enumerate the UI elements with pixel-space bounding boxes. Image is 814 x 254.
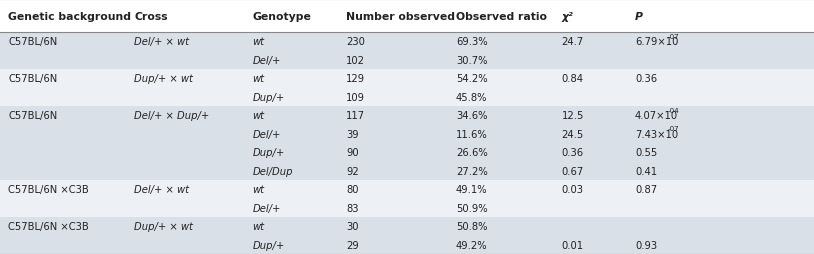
- Text: 4.07×10: 4.07×10: [635, 111, 678, 121]
- Text: 80: 80: [346, 185, 358, 195]
- Bar: [0, 144, 814, 162]
- Text: C57BL/6N: C57BL/6N: [8, 37, 58, 47]
- Text: 30.7%: 30.7%: [456, 56, 488, 66]
- Bar: [0, 0, 814, 33]
- Text: χ²: χ²: [562, 11, 573, 22]
- Text: 26.6%: 26.6%: [456, 148, 488, 158]
- Text: C57BL/6N: C57BL/6N: [8, 111, 58, 121]
- Bar: [0, 199, 814, 217]
- Text: Genetic background: Genetic background: [8, 11, 131, 22]
- Text: 0.93: 0.93: [635, 240, 657, 250]
- Text: 0.36: 0.36: [562, 148, 584, 158]
- Text: 49.2%: 49.2%: [456, 240, 488, 250]
- Text: -07: -07: [668, 126, 680, 132]
- Text: wt: wt: [252, 74, 265, 84]
- Text: 92: 92: [346, 166, 359, 176]
- Text: Number observed: Number observed: [346, 11, 455, 22]
- Text: 0.01: 0.01: [562, 240, 584, 250]
- Bar: [0, 125, 814, 144]
- Text: 0.84: 0.84: [562, 74, 584, 84]
- Text: 0.03: 0.03: [562, 185, 584, 195]
- Text: 54.2%: 54.2%: [456, 74, 488, 84]
- Text: 12.5: 12.5: [562, 111, 584, 121]
- Text: 29: 29: [346, 240, 359, 250]
- Text: 102: 102: [346, 56, 365, 66]
- Text: 30: 30: [346, 221, 358, 231]
- Text: 34.6%: 34.6%: [456, 111, 488, 121]
- Text: 39: 39: [346, 129, 359, 139]
- Text: 117: 117: [346, 111, 365, 121]
- Text: Del/+: Del/+: [252, 203, 281, 213]
- Text: 50.8%: 50.8%: [456, 221, 488, 231]
- Bar: [0, 88, 814, 107]
- Text: 109: 109: [346, 92, 365, 102]
- Text: 0.67: 0.67: [562, 166, 584, 176]
- Text: 6.79×10: 6.79×10: [635, 37, 678, 47]
- Text: Observed ratio: Observed ratio: [456, 11, 547, 22]
- Text: 24.5: 24.5: [562, 129, 584, 139]
- Text: Del/+ × Dup/+: Del/+ × Dup/+: [134, 111, 209, 121]
- Text: Del/Dup: Del/Dup: [252, 166, 293, 176]
- Text: 49.1%: 49.1%: [456, 185, 488, 195]
- Text: 0.41: 0.41: [635, 166, 657, 176]
- Text: 45.8%: 45.8%: [456, 92, 488, 102]
- Text: Cross: Cross: [134, 11, 168, 22]
- Text: 0.36: 0.36: [635, 74, 657, 84]
- Text: wt: wt: [252, 185, 265, 195]
- Text: 27.2%: 27.2%: [456, 166, 488, 176]
- Text: 7.43×10: 7.43×10: [635, 129, 678, 139]
- Text: Dup/+: Dup/+: [252, 148, 285, 158]
- Bar: [0, 235, 814, 254]
- Text: 230: 230: [346, 37, 365, 47]
- Bar: [0, 217, 814, 236]
- Text: 24.7: 24.7: [562, 37, 584, 47]
- Bar: [0, 33, 814, 51]
- Text: 50.9%: 50.9%: [456, 203, 488, 213]
- Text: 0.87: 0.87: [635, 185, 657, 195]
- Text: C57BL/6N ×C3B: C57BL/6N ×C3B: [8, 221, 89, 231]
- Bar: [0, 162, 814, 180]
- Text: Del/+ × wt: Del/+ × wt: [134, 37, 190, 47]
- Bar: [0, 51, 814, 70]
- Text: C57BL/6N ×C3B: C57BL/6N ×C3B: [8, 185, 89, 195]
- Text: -04: -04: [668, 107, 680, 113]
- Bar: [0, 180, 814, 199]
- Text: Genotype: Genotype: [252, 11, 311, 22]
- Text: Del/+: Del/+: [252, 129, 281, 139]
- Text: 129: 129: [346, 74, 365, 84]
- Text: Del/+ × wt: Del/+ × wt: [134, 185, 190, 195]
- Text: 11.6%: 11.6%: [456, 129, 488, 139]
- Text: wt: wt: [252, 111, 265, 121]
- Text: P: P: [635, 11, 643, 22]
- Bar: [0, 70, 814, 88]
- Text: 0.55: 0.55: [635, 148, 657, 158]
- Bar: [0, 107, 814, 125]
- Text: 90: 90: [346, 148, 359, 158]
- Text: Del/+: Del/+: [252, 56, 281, 66]
- Text: Dup/+: Dup/+: [252, 92, 285, 102]
- Text: 83: 83: [346, 203, 358, 213]
- Text: 69.3%: 69.3%: [456, 37, 488, 47]
- Text: wt: wt: [252, 221, 265, 231]
- Text: -07: -07: [668, 34, 680, 40]
- Text: wt: wt: [252, 37, 265, 47]
- Text: Dup/+: Dup/+: [252, 240, 285, 250]
- Text: Dup/+ × wt: Dup/+ × wt: [134, 74, 193, 84]
- Text: Dup/+ × wt: Dup/+ × wt: [134, 221, 193, 231]
- Text: C57BL/6N: C57BL/6N: [8, 74, 58, 84]
